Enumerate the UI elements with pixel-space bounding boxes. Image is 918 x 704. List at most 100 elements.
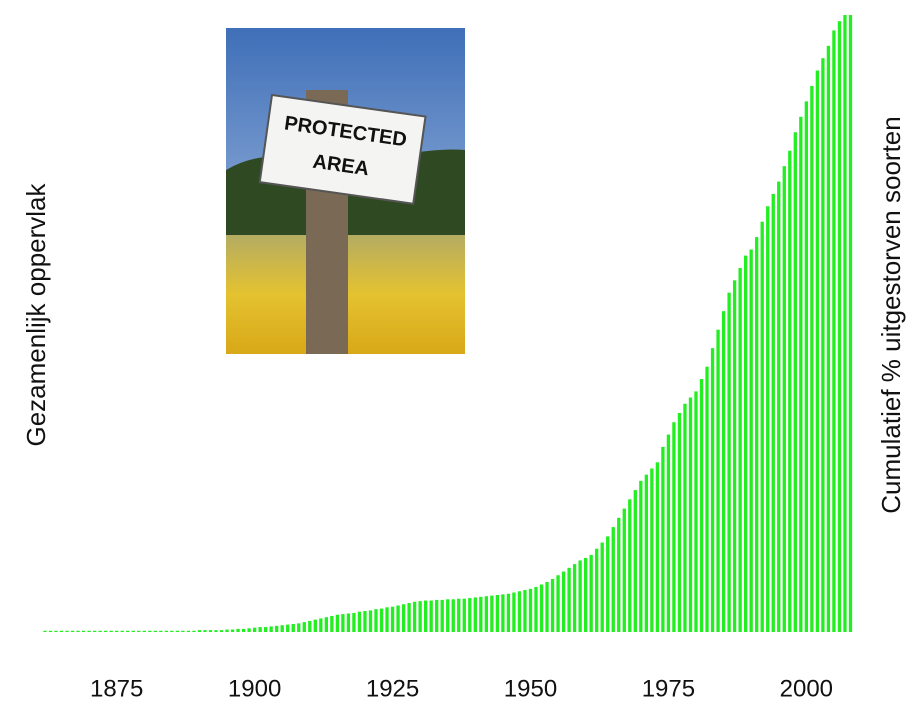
bar — [121, 631, 124, 632]
bar — [203, 630, 206, 632]
x-tick-label: 1950 — [504, 675, 557, 702]
bar — [192, 631, 195, 632]
bar — [479, 597, 482, 632]
bar — [683, 404, 686, 632]
bar — [176, 631, 179, 632]
bar — [507, 594, 510, 632]
bar — [319, 618, 322, 632]
bar — [590, 555, 593, 632]
bar — [236, 629, 239, 632]
bar — [292, 624, 295, 632]
bar — [799, 117, 802, 632]
bar — [325, 617, 328, 632]
x-tick-label: 2000 — [780, 675, 833, 702]
bar — [678, 413, 681, 632]
bar — [545, 582, 548, 632]
y2-axis-label: Cumulatief % uitgestorven soorten — [876, 116, 906, 513]
bar — [755, 237, 758, 632]
bar — [468, 598, 471, 632]
bar — [369, 610, 372, 632]
bar — [225, 630, 228, 632]
bar — [496, 595, 499, 632]
bar — [413, 602, 416, 632]
bar — [214, 630, 217, 632]
x-tick-label: 1975 — [642, 675, 695, 702]
bar — [705, 367, 708, 632]
bar — [573, 564, 576, 632]
bar — [396, 605, 399, 632]
bar — [187, 631, 190, 632]
x-tick-label: 1900 — [228, 675, 281, 702]
bar — [308, 621, 311, 632]
bar — [374, 609, 377, 632]
bar — [198, 630, 201, 632]
bar — [242, 629, 245, 632]
bar — [352, 613, 355, 632]
bar — [501, 594, 504, 632]
bar — [584, 558, 587, 632]
bar — [60, 631, 63, 632]
bar — [314, 620, 317, 632]
bar — [463, 599, 466, 632]
bar — [667, 435, 670, 632]
bar — [578, 560, 581, 632]
bar — [628, 499, 631, 632]
bar — [766, 206, 769, 632]
bar — [838, 21, 841, 632]
bar — [297, 623, 300, 632]
bar — [810, 86, 813, 632]
bar — [165, 631, 168, 632]
bar — [336, 615, 339, 632]
bar — [727, 293, 730, 632]
bar — [623, 509, 626, 632]
bar — [424, 601, 427, 632]
bar — [612, 527, 615, 632]
bar — [170, 631, 173, 632]
bar — [783, 166, 786, 632]
bar — [231, 630, 234, 632]
bar — [595, 549, 598, 632]
bar — [87, 631, 90, 632]
bar — [363, 611, 366, 632]
bar — [143, 631, 146, 632]
bar — [98, 631, 101, 632]
bar — [733, 280, 736, 632]
bar — [788, 151, 791, 632]
bar — [441, 600, 444, 632]
bar — [562, 572, 565, 632]
bar — [843, 15, 846, 632]
bar — [181, 631, 184, 632]
bar — [529, 589, 532, 632]
bar — [430, 601, 433, 632]
bar — [385, 607, 388, 632]
bar — [738, 268, 741, 632]
bar — [159, 631, 162, 632]
bar — [722, 311, 725, 632]
bar — [407, 603, 410, 632]
bar — [65, 631, 68, 632]
bar — [750, 249, 753, 632]
bar — [777, 182, 780, 632]
bar — [93, 631, 96, 632]
bar — [435, 600, 438, 632]
bar — [827, 46, 830, 632]
bar — [601, 543, 604, 632]
bar — [54, 631, 57, 632]
bar — [639, 481, 642, 632]
bar — [258, 627, 261, 632]
chart: PROTECTED AREA Gezamenlijk oppervlak Cum… — [0, 0, 918, 704]
bar — [634, 490, 637, 632]
bar — [700, 379, 703, 632]
bar — [137, 631, 140, 632]
bar — [110, 631, 113, 632]
bar — [347, 613, 350, 632]
x-tick-label: 1875 — [90, 675, 143, 702]
bar — [650, 468, 653, 632]
bar — [247, 628, 250, 632]
bar — [805, 101, 808, 632]
bar — [446, 599, 449, 632]
bar — [567, 568, 570, 632]
bar — [794, 132, 797, 632]
bar — [474, 597, 477, 632]
bar — [512, 593, 515, 632]
